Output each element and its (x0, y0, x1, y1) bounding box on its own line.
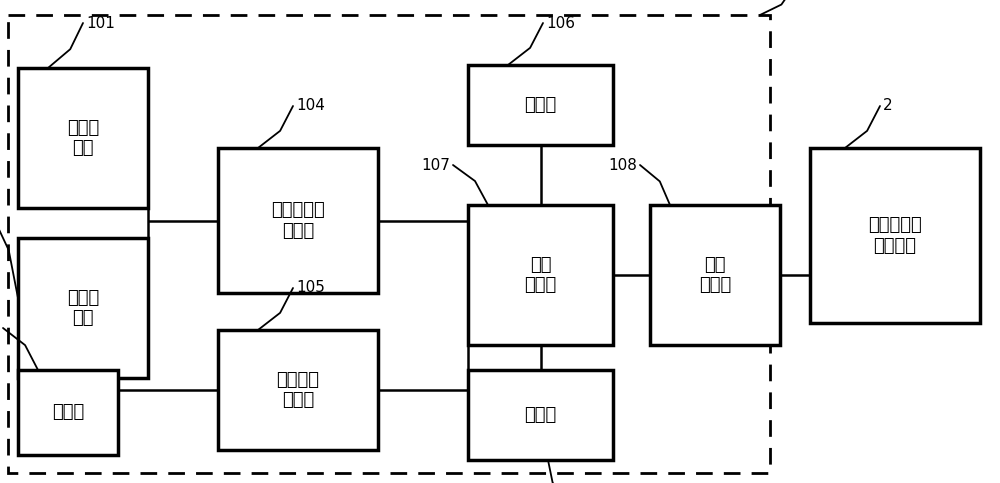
Text: 发送用
线圈: 发送用 线圈 (67, 119, 99, 157)
Bar (18, 238, 148, 378)
Text: 测量
控制部: 测量 控制部 (524, 256, 557, 295)
Text: 2: 2 (883, 99, 893, 114)
Text: 操作部: 操作部 (524, 406, 557, 424)
Text: 101: 101 (86, 15, 115, 30)
Text: 生物体信息
分析装置: 生物体信息 分析装置 (868, 216, 922, 255)
Bar (18, 370, 118, 455)
Bar (810, 148, 980, 323)
Bar (468, 370, 613, 460)
Text: 108: 108 (608, 157, 637, 172)
Text: 105: 105 (296, 281, 325, 296)
Bar (650, 205, 780, 345)
Text: 接收用
线圈: 接收用 线圈 (67, 289, 99, 327)
Bar (468, 65, 613, 145)
Bar (18, 68, 148, 208)
Text: 存储器: 存储器 (524, 96, 557, 114)
Bar (218, 148, 378, 293)
Text: 106: 106 (546, 15, 575, 30)
Bar (468, 205, 613, 345)
Text: 输入
输出部: 输入 输出部 (699, 256, 731, 295)
Text: 线圈间电压
检测部: 线圈间电压 检测部 (271, 201, 325, 240)
Text: 104: 104 (296, 99, 325, 114)
Bar (218, 330, 378, 450)
Text: 107: 107 (421, 157, 450, 172)
Bar (8, 15, 770, 473)
Text: 吞咽声音
检测部: 吞咽声音 检测部 (276, 370, 320, 410)
Text: 麦克风: 麦克风 (52, 403, 84, 422)
